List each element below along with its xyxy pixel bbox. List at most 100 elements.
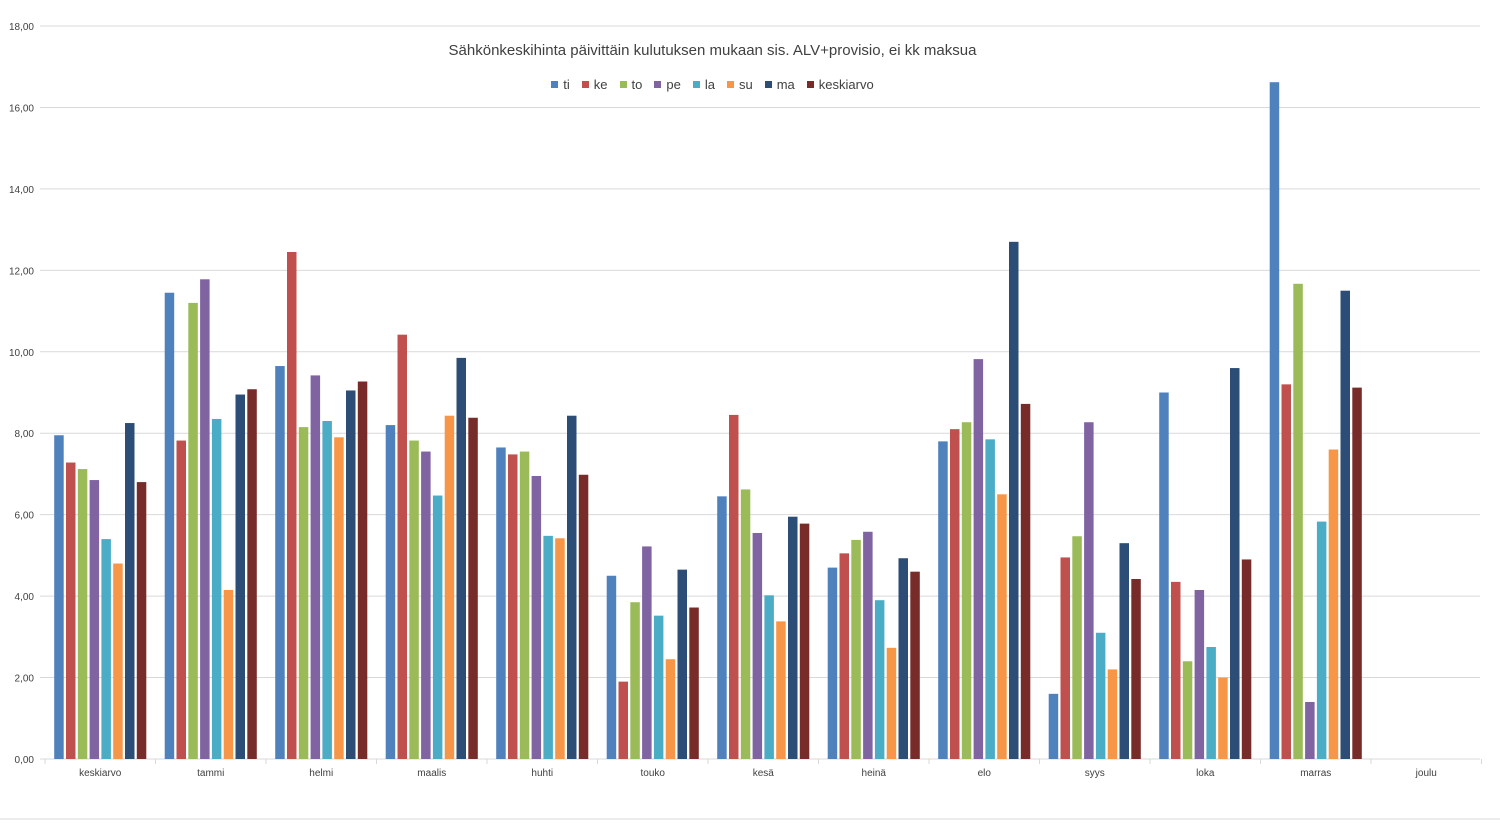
bar-keskiarvo-syys <box>1131 579 1141 759</box>
bar-ma-helmi <box>346 390 356 759</box>
legend-label: to <box>631 77 643 92</box>
bar-to-huhti <box>519 451 530 759</box>
legend-swatch <box>726 81 734 88</box>
bar-la-touko <box>653 615 664 759</box>
bar-su-loka <box>1218 677 1228 759</box>
bar-la-keskiarvo <box>101 539 111 759</box>
chart-title: Sähkönkeskihinta päivittäin kulutuksen m… <box>448 42 977 59</box>
bar-ke-maalis <box>397 334 407 759</box>
legend-label: ti <box>563 77 570 92</box>
bar-ke-touko <box>618 681 628 759</box>
bar-ke-marras <box>1281 384 1291 759</box>
bar-keskiarvo-maalis <box>468 417 478 759</box>
y-tick-label: 16,00 <box>9 103 34 114</box>
bar-to-loka <box>1182 661 1193 759</box>
bar-pe-kesä <box>752 532 763 759</box>
bar-keskiarvo-tammi <box>247 389 257 759</box>
bar-pe-loka <box>1194 590 1205 759</box>
x-tick-label: maalis <box>417 768 446 779</box>
bar-ti-elo <box>938 441 948 759</box>
bar-ti-marras <box>1269 82 1280 760</box>
x-tick-label: elo <box>978 768 992 779</box>
bar-ke-keskiarvo <box>66 462 76 759</box>
bar-ma-syys <box>1119 543 1129 759</box>
bar-ma-kesä <box>788 516 798 759</box>
y-tick-label: 4,00 <box>15 592 35 603</box>
bar-to-syys <box>1072 536 1082 759</box>
bar-ti-tammi <box>164 292 175 759</box>
bar-pe-syys <box>1084 422 1094 759</box>
legend-item-ma: ma <box>764 77 795 92</box>
bar-su-maalis <box>444 415 455 759</box>
bar-pe-elo <box>973 359 984 759</box>
legend-swatch <box>764 81 772 88</box>
x-tick-label: kesä <box>753 768 775 779</box>
bar-pe-maalis <box>421 451 431 759</box>
bar-la-tammi <box>211 418 222 759</box>
bar-la-loka <box>1206 647 1216 759</box>
bar-to-tammi <box>188 302 198 759</box>
y-tick-label: 12,00 <box>9 266 34 277</box>
bar-ti-touko <box>606 575 617 759</box>
bar-ke-heinä <box>839 553 849 759</box>
bar-keskiarvo-marras <box>1352 387 1362 759</box>
legend-label: ma <box>776 77 795 92</box>
bar-ma-loka <box>1230 368 1240 759</box>
x-tick-label: syys <box>1085 768 1105 779</box>
bar-keskiarvo-elo <box>1020 403 1031 759</box>
y-tick-label: 6,00 <box>15 511 35 522</box>
bar-ma-tammi <box>235 394 245 759</box>
bar-keskiarvo-keskiarvo <box>136 482 147 759</box>
legend-swatch <box>619 81 627 88</box>
bar-keskiarvo-loka <box>1241 559 1252 759</box>
bar-ma-huhti <box>567 415 577 759</box>
bar-ma-marras <box>1340 290 1350 759</box>
y-tick-label: 0,00 <box>15 755 35 766</box>
bar-pe-helmi <box>310 375 321 759</box>
bar-ke-loka <box>1171 581 1181 759</box>
bar-ke-huhti <box>508 454 518 759</box>
bar-pe-keskiarvo <box>89 480 100 759</box>
bar-ti-kesä <box>717 496 727 759</box>
bar-to-elo <box>961 422 972 759</box>
bar-su-helmi <box>334 437 344 759</box>
legend-label: pe <box>666 77 681 92</box>
x-tick-label: huhti <box>531 768 553 779</box>
bar-to-keskiarvo <box>77 469 88 759</box>
bar-ke-elo <box>950 429 960 759</box>
y-tick-label: 18,00 <box>9 22 34 33</box>
legend-label: keskiarvo <box>818 77 874 92</box>
bar-la-huhti <box>543 535 553 759</box>
bar-keskiarvo-touko <box>689 607 699 759</box>
legend-label: la <box>704 77 715 92</box>
bar-ke-helmi <box>287 252 297 759</box>
bar-keskiarvo-kesä <box>799 523 810 759</box>
legend-item-keskiarvo: keskiarvo <box>806 77 874 92</box>
x-tick-label: tammi <box>197 768 224 779</box>
legend-label: su <box>738 77 753 92</box>
bar-ma-heinä <box>898 558 908 759</box>
bar-ke-tammi <box>176 440 186 759</box>
legend-item-la: la <box>692 77 715 92</box>
bar-ke-kesä <box>729 414 739 759</box>
x-tick-label: helmi <box>309 768 333 779</box>
bar-keskiarvo-heinä <box>910 571 920 759</box>
legend-item-to: to <box>619 77 643 92</box>
legend-swatch <box>806 81 814 88</box>
y-tick-label: 2,00 <box>15 674 35 685</box>
chart-legend: ti ke to pe la su ma keskiarvo <box>0 77 1425 92</box>
bar-la-helmi <box>322 421 332 759</box>
bar-su-tammi <box>223 590 234 759</box>
bar-su-marras <box>1328 449 1339 759</box>
bar-su-elo <box>997 494 1007 759</box>
bar-to-marras <box>1293 283 1303 759</box>
bar-su-heinä <box>886 647 897 759</box>
x-tick-label: marras <box>1300 768 1331 779</box>
bar-to-heinä <box>851 539 861 759</box>
x-tick-label: touko <box>641 768 666 779</box>
x-tick-label: heinä <box>862 768 887 779</box>
legend-item-su: su <box>726 77 753 92</box>
bar-su-huhti <box>555 538 565 759</box>
x-tick-label: keskiarvo <box>79 768 122 779</box>
